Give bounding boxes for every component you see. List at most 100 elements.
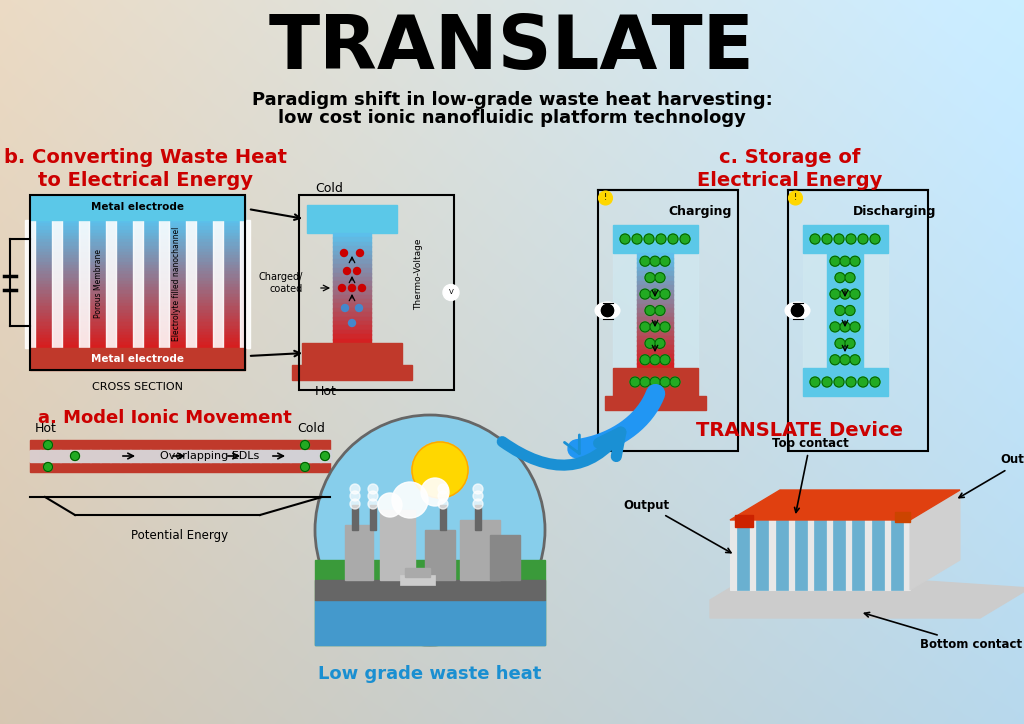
Bar: [40, 450, 51, 462]
Bar: [637, 322, 673, 327]
Bar: [30, 223, 245, 227]
Bar: [637, 354, 673, 360]
Bar: [30, 249, 245, 253]
Bar: [333, 312, 371, 318]
Bar: [213, 220, 223, 348]
Circle shape: [792, 305, 804, 316]
Circle shape: [835, 338, 845, 348]
Bar: [30, 329, 245, 333]
Bar: [333, 264, 371, 269]
Circle shape: [300, 463, 309, 471]
Bar: [30, 255, 245, 259]
Bar: [637, 253, 673, 258]
Bar: [30, 245, 245, 250]
Bar: [120, 450, 131, 462]
Bar: [637, 340, 673, 346]
Bar: [333, 290, 371, 295]
Bar: [30, 450, 41, 462]
Circle shape: [650, 322, 660, 332]
Bar: [30, 345, 245, 349]
Bar: [803, 368, 888, 396]
Text: Charging: Charging: [669, 205, 732, 218]
Bar: [30, 195, 245, 220]
Bar: [787, 190, 928, 451]
Circle shape: [834, 377, 844, 387]
Bar: [637, 272, 673, 277]
Bar: [370, 505, 376, 530]
Circle shape: [630, 377, 640, 387]
Circle shape: [640, 256, 650, 266]
Circle shape: [822, 234, 831, 244]
Circle shape: [601, 305, 613, 316]
Circle shape: [350, 499, 360, 509]
Text: Discharging: Discharging: [853, 205, 937, 218]
Bar: [637, 345, 673, 350]
Text: Metal electrode: Metal electrode: [91, 354, 184, 364]
Circle shape: [834, 234, 844, 244]
Bar: [637, 276, 673, 282]
Bar: [290, 450, 301, 462]
Circle shape: [645, 273, 655, 282]
Bar: [460, 520, 500, 580]
Bar: [30, 239, 245, 243]
Bar: [30, 252, 245, 256]
Bar: [30, 319, 245, 324]
Bar: [300, 450, 311, 462]
Text: Hot: Hot: [35, 422, 57, 435]
Bar: [737, 520, 750, 590]
Bar: [30, 338, 245, 342]
Bar: [637, 285, 673, 291]
Circle shape: [443, 285, 459, 300]
Bar: [637, 281, 673, 286]
Bar: [400, 575, 435, 585]
Bar: [333, 268, 371, 274]
Bar: [637, 267, 673, 272]
Ellipse shape: [596, 303, 620, 319]
Circle shape: [640, 355, 650, 365]
Bar: [160, 220, 169, 348]
Circle shape: [645, 306, 655, 316]
Bar: [333, 233, 371, 238]
Bar: [240, 220, 250, 348]
Circle shape: [368, 499, 378, 509]
Bar: [406, 568, 430, 577]
Bar: [30, 230, 245, 234]
Text: Metal electrode: Metal electrode: [91, 202, 184, 212]
Bar: [30, 316, 245, 320]
Bar: [333, 299, 371, 304]
Circle shape: [670, 377, 680, 387]
Text: CROSS SECTION: CROSS SECTION: [92, 382, 183, 392]
Bar: [425, 530, 455, 580]
Text: Low grade waste heat: Low grade waste heat: [318, 665, 542, 683]
Bar: [250, 450, 261, 462]
Bar: [160, 450, 171, 462]
Circle shape: [348, 285, 355, 292]
Text: c. Storage of
Electrical Energy: c. Storage of Electrical Energy: [697, 148, 883, 190]
Bar: [140, 450, 151, 462]
Text: Charged/
coated: Charged/ coated: [259, 272, 303, 294]
Circle shape: [650, 355, 660, 365]
Text: Cold: Cold: [315, 182, 343, 195]
Bar: [30, 348, 245, 370]
Bar: [637, 295, 673, 300]
Bar: [30, 220, 245, 224]
Circle shape: [598, 191, 612, 205]
Bar: [333, 339, 371, 344]
Circle shape: [640, 289, 650, 299]
Bar: [292, 365, 412, 380]
Circle shape: [412, 442, 468, 498]
Circle shape: [392, 482, 428, 518]
Text: Paradigm shift in low-grade waste heat harvesting:: Paradigm shift in low-grade waste heat h…: [252, 91, 772, 109]
Text: TRANSLATE Device: TRANSLATE Device: [696, 421, 903, 439]
Bar: [186, 220, 197, 348]
Bar: [240, 450, 251, 462]
Bar: [307, 205, 397, 233]
Bar: [333, 316, 371, 322]
Circle shape: [792, 305, 804, 316]
Ellipse shape: [785, 303, 810, 319]
Circle shape: [850, 256, 860, 266]
Bar: [280, 450, 291, 462]
Circle shape: [660, 256, 670, 266]
Bar: [30, 265, 245, 269]
Circle shape: [315, 415, 545, 645]
